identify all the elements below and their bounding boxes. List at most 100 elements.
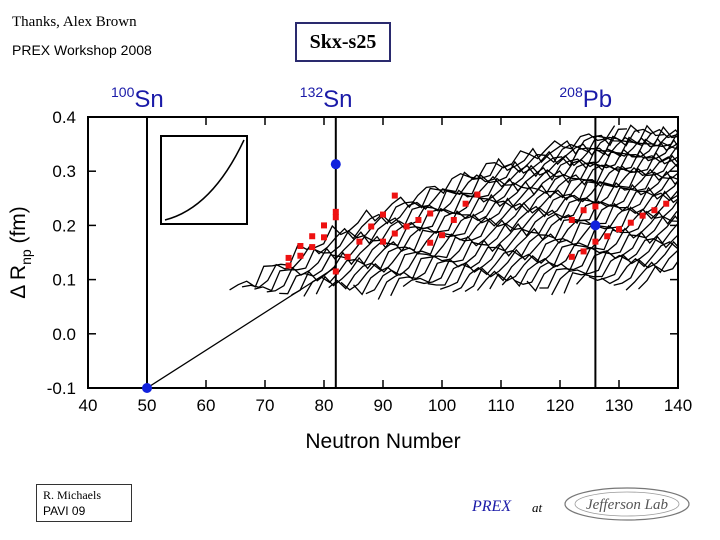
x-tick-label: 110 (487, 396, 514, 415)
z50-line (146, 266, 337, 389)
red-data-point (580, 207, 587, 214)
isotope-chain-line (588, 234, 678, 281)
y-tick-label: 0.0 (52, 325, 76, 344)
red-data-point (356, 238, 363, 245)
x-tick-label: 130 (605, 396, 633, 415)
blue-data-point (142, 383, 152, 393)
red-data-point (462, 200, 469, 207)
workshop-text: PREX Workshop 2008 (12, 42, 152, 58)
magic-label-126: 208Pb (559, 84, 612, 113)
magic-label-82: 132Sn (300, 84, 353, 113)
isotope-chains (229, 124, 678, 300)
isotope-chain-line (576, 222, 678, 285)
x-tick-label: 100 (428, 396, 456, 415)
footer-at: at (532, 500, 543, 515)
red-data-point (474, 191, 481, 198)
author-name: R. Michaels (43, 488, 101, 502)
red-data-point (592, 238, 599, 245)
red-data-point (415, 216, 422, 223)
isotope-chain-line (340, 137, 678, 291)
red-data-point (391, 192, 398, 199)
inset-curve (164, 139, 245, 221)
y-tick-label: 0.1 (52, 271, 76, 290)
red-data-point (332, 268, 339, 275)
delta-rnp-chart: 100Sn 132Sn 208Pb 40 50 60 70 80 90 100 110 120 130 1… (7, 84, 692, 453)
y-axis-title: Δ Rnp (fm) (7, 206, 34, 299)
jlab-logo-text: Jefferson Lab (586, 497, 669, 513)
red-data-point (427, 210, 434, 217)
red-data-point (309, 233, 316, 240)
x-tick-label: 60 (197, 396, 216, 415)
y-tick-label: 0.4 (52, 108, 76, 127)
red-data-point (568, 216, 575, 223)
y-tick-label: 0.3 (52, 162, 76, 181)
x-tick-label: 120 (546, 396, 574, 415)
red-data-point (321, 222, 327, 229)
x-axis-title: Neutron Number (305, 430, 460, 453)
red-data-point (285, 262, 292, 269)
isotope-chain-line (303, 125, 678, 297)
isotope-chain-line (476, 180, 678, 291)
red-data-point (627, 219, 634, 226)
red-data-point (616, 226, 622, 233)
thanks-text: Thanks, Alex Brown (12, 14, 137, 30)
red-data-point (380, 238, 386, 245)
x-tick-label: 90 (374, 396, 393, 415)
inset-box (160, 135, 248, 225)
isotope-chain-line (439, 171, 678, 290)
red-data-point (332, 214, 339, 221)
x-tick-label: 140 (664, 396, 692, 415)
red-data-point (321, 234, 327, 241)
isotope-chain-line (254, 124, 640, 292)
red-data-point (344, 253, 351, 260)
red-data-point (580, 248, 587, 255)
red-data-point (309, 244, 316, 251)
red-data-point (663, 200, 670, 207)
red-data-point (592, 203, 599, 210)
red-data-point (368, 223, 375, 230)
isotope-chain-line (452, 170, 678, 293)
isotope-chain-line (539, 209, 678, 289)
isotope-chain-line (266, 128, 653, 293)
x-tick-label: 80 (315, 396, 334, 415)
isotope-chain-line (489, 189, 678, 290)
blue-data-point (590, 220, 601, 231)
x-tick-label: 70 (256, 396, 275, 415)
isotope-chain-line (229, 125, 616, 291)
red-data-point (639, 212, 646, 219)
author-box: R. Michaels PAVI 09 (36, 484, 132, 522)
isotope-chain-line (563, 215, 678, 294)
blue-data-point (330, 159, 341, 170)
red-data-point (297, 242, 304, 249)
x-tick-label: 50 (138, 396, 157, 415)
isotope-chain-line (514, 194, 678, 285)
x-tick-label: 40 (79, 396, 98, 415)
red-data-point (380, 211, 386, 218)
red-data-point (604, 233, 611, 240)
red-data-point (403, 223, 410, 230)
isotope-chain-line (390, 151, 678, 297)
y-tick-label: -0.1 (47, 379, 76, 398)
isotope-chain-line (427, 162, 678, 286)
isotope-chain-line (415, 154, 678, 285)
isotope-chain-line (315, 129, 678, 295)
jefferson-lab-logo: Jefferson Lab (564, 487, 690, 521)
isotope-chain-line (551, 215, 678, 296)
red-data-point (297, 252, 304, 259)
isotope-chain-line (501, 190, 678, 288)
red-data-point (332, 208, 339, 215)
red-data-point (391, 230, 398, 237)
red-data-point (450, 216, 457, 223)
venue-label: PAVI 09 (43, 504, 86, 518)
red-data-point (427, 239, 434, 246)
isotope-chain-line (600, 241, 678, 285)
red-data-point (285, 254, 292, 261)
red-data-point (651, 207, 658, 214)
red-data-point (439, 232, 445, 239)
footer-prex: PREX (472, 498, 512, 515)
isotope-chain-line (365, 139, 678, 295)
isotope-chain-line (328, 130, 678, 290)
y-tick-label: 0.2 (52, 216, 76, 235)
slide-title: Skx-s25 (295, 22, 391, 62)
red-data-point (568, 253, 575, 260)
